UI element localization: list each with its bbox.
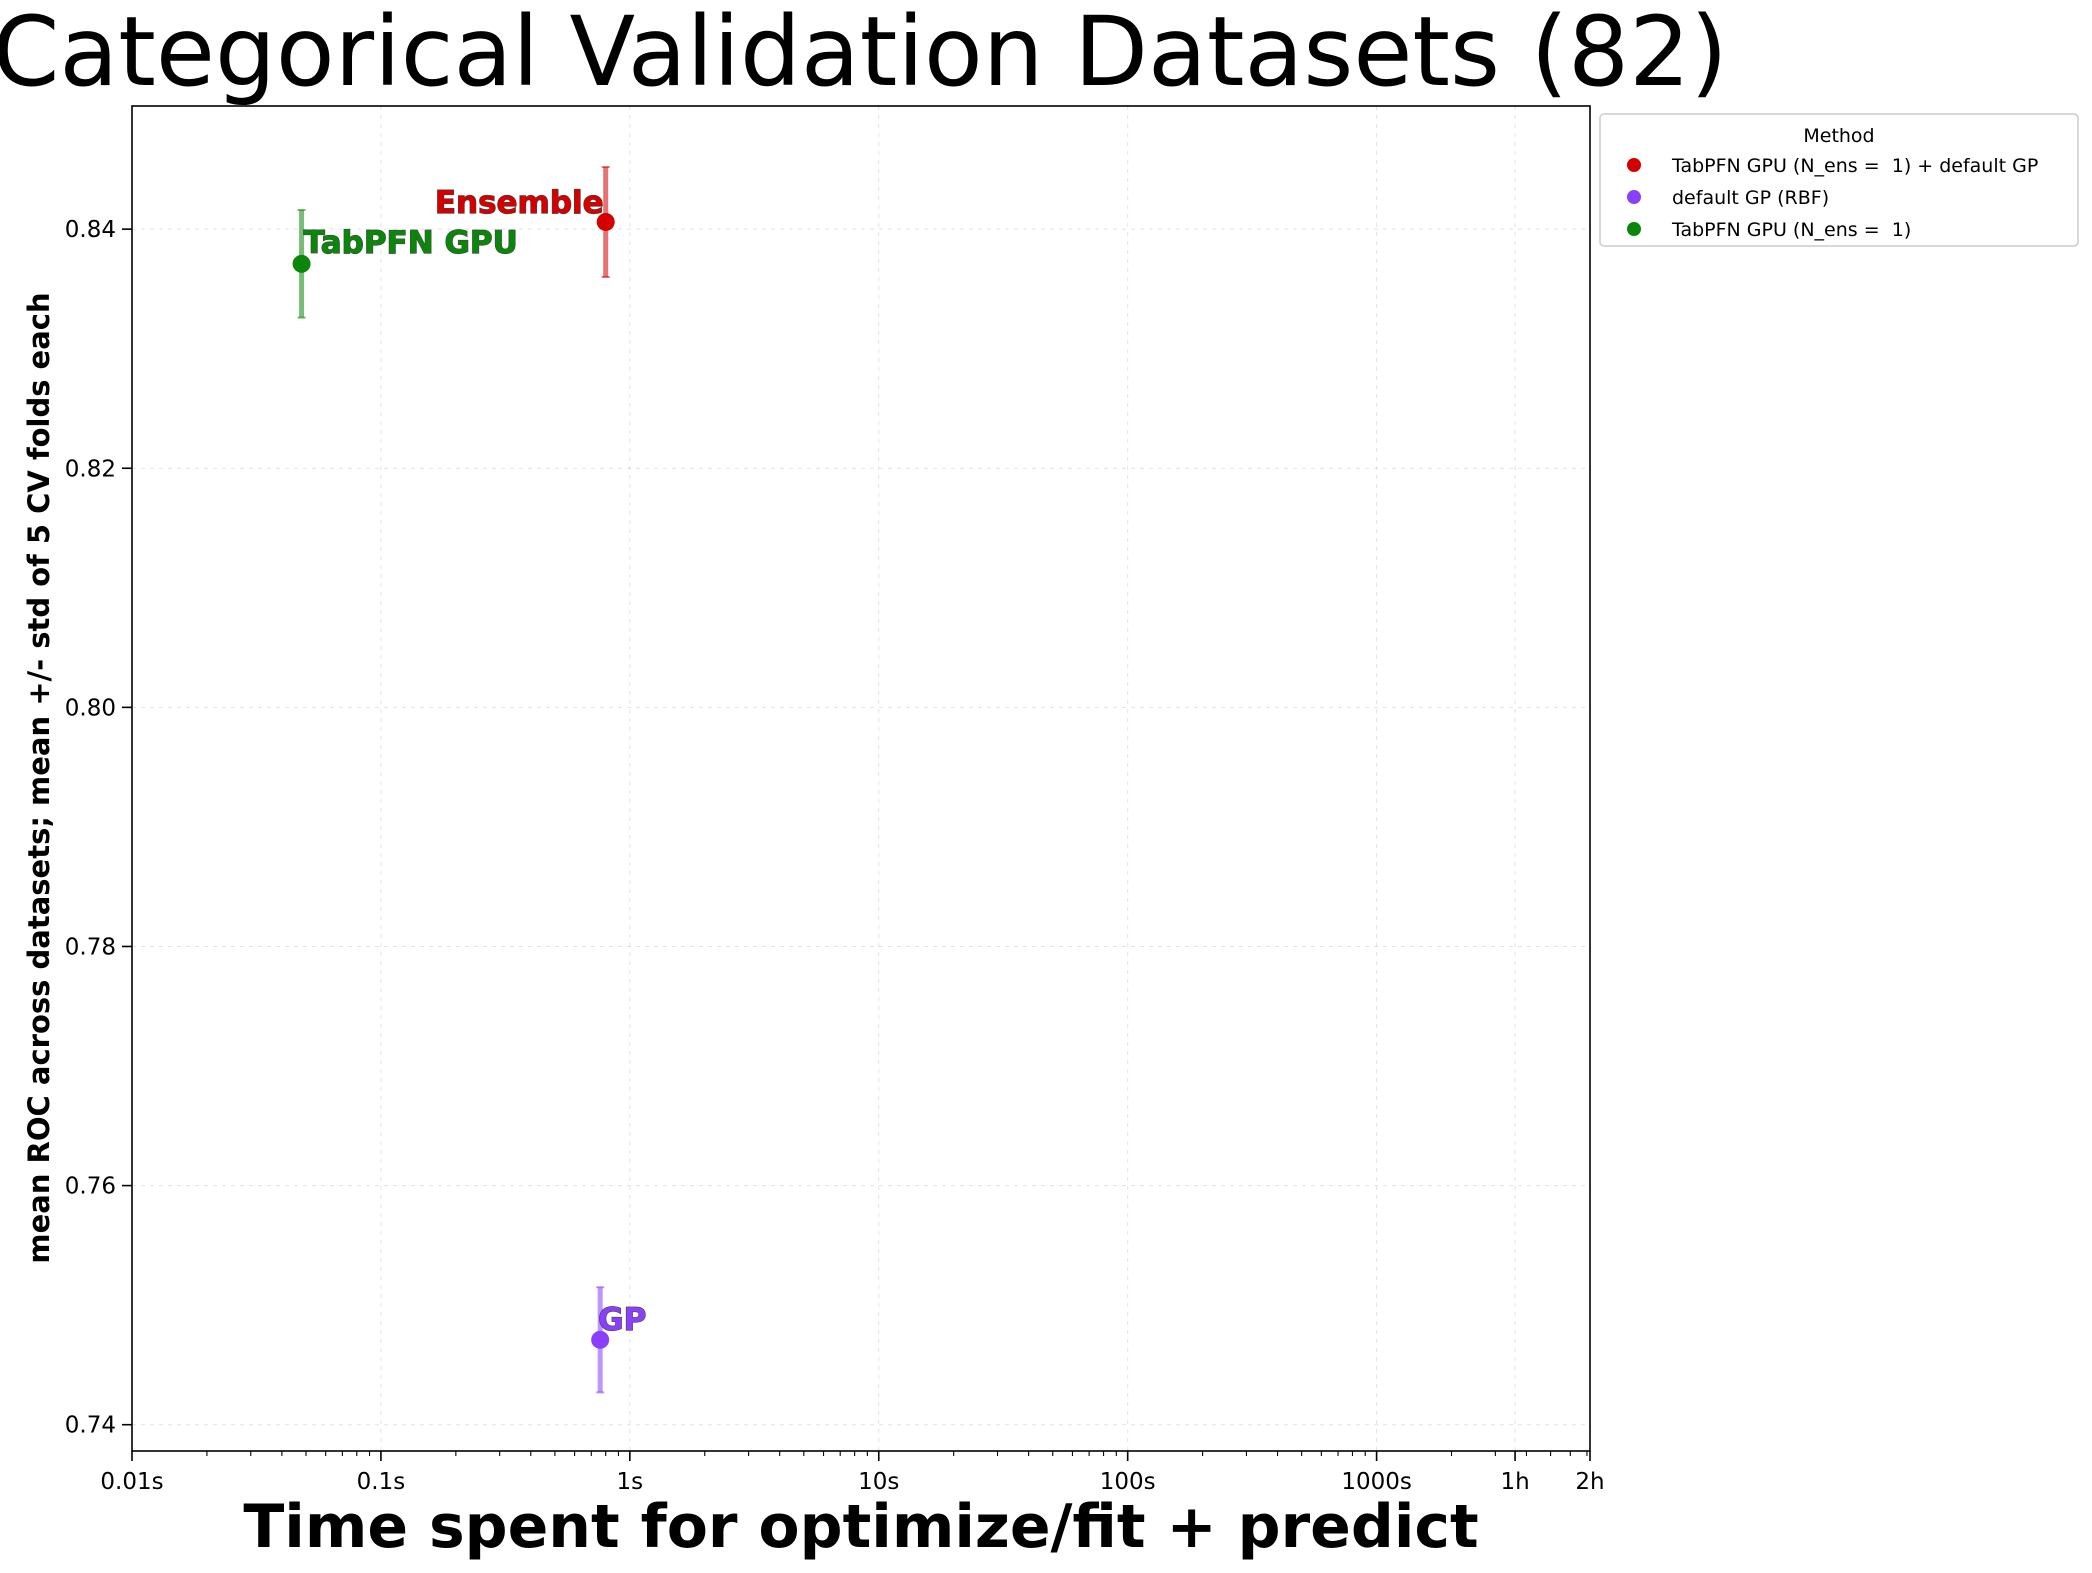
y-tick-label: 0.76 [65, 1174, 116, 1200]
x-axis: 0.01s 0.1s 1s 10s 100s 1000s 1h 2h [100, 1451, 1605, 1495]
x-tick-label: 0.01s [100, 1469, 163, 1495]
plot-frame [131, 105, 1591, 1452]
legend-marker [1627, 222, 1641, 236]
point-annotation: Ensemble [435, 185, 604, 221]
x-tick-label: 1000s [1341, 1469, 1412, 1495]
legend-label: TabPFN GPU (N_ens = 1) + default GP [1671, 155, 2038, 177]
x-tick-label: 100s [1100, 1469, 1156, 1495]
legend-items: TabPFN GPU (N_ens = 1) + default GP defau… [1627, 155, 2038, 241]
grid [132, 106, 1590, 1451]
legend-marker [1627, 190, 1641, 204]
y-axis: 0.74 0.76 0.78 0.80 0.82 0.84 [65, 217, 132, 1439]
series-group: Ensemble [434, 165, 615, 278]
y-tick-label: 0.78 [65, 934, 116, 960]
x-tick-label: 1s [617, 1469, 644, 1495]
x-tick-label: 0.1s [357, 1469, 406, 1495]
chart-title: Categorical Validation Datasets (82) [0, 0, 1728, 108]
x-tick-label: 2h [1575, 1469, 1604, 1495]
y-tick-label: 0.74 [65, 1413, 116, 1439]
legend-label: TabPFN GPU (N_ens = 1) [1671, 219, 1911, 241]
data-marks: Ensemble GP TabPFN GPU [292, 165, 647, 1394]
legend: Method TabPFN GPU (N_ens = 1) + default … [1599, 113, 2079, 247]
series-group: GP [591, 1286, 647, 1394]
y-axis-label: mean ROC across datasets; mean +/- std o… [22, 292, 56, 1263]
x-tick-label: 1h [1500, 1469, 1529, 1495]
y-tick-label: 0.84 [65, 217, 116, 243]
legend-box [1599, 113, 2079, 247]
legend-label: default GP (RBF) [1672, 187, 1829, 209]
data-point [292, 254, 311, 273]
point-annotation: GP [598, 1302, 646, 1338]
y-tick-label: 0.80 [65, 695, 116, 721]
data-point [596, 212, 615, 231]
series-group: TabPFN GPU [292, 209, 518, 319]
data-point [591, 1330, 610, 1349]
x-tick-label: 10s [858, 1469, 899, 1495]
legend-marker [1627, 158, 1641, 172]
legend-title: Method [1803, 125, 1874, 147]
x-axis-label: Time spent for optimize/fit + predict [243, 1492, 1478, 1562]
point-annotation: TabPFN GPU [304, 225, 518, 261]
y-tick-label: 0.82 [65, 456, 116, 482]
